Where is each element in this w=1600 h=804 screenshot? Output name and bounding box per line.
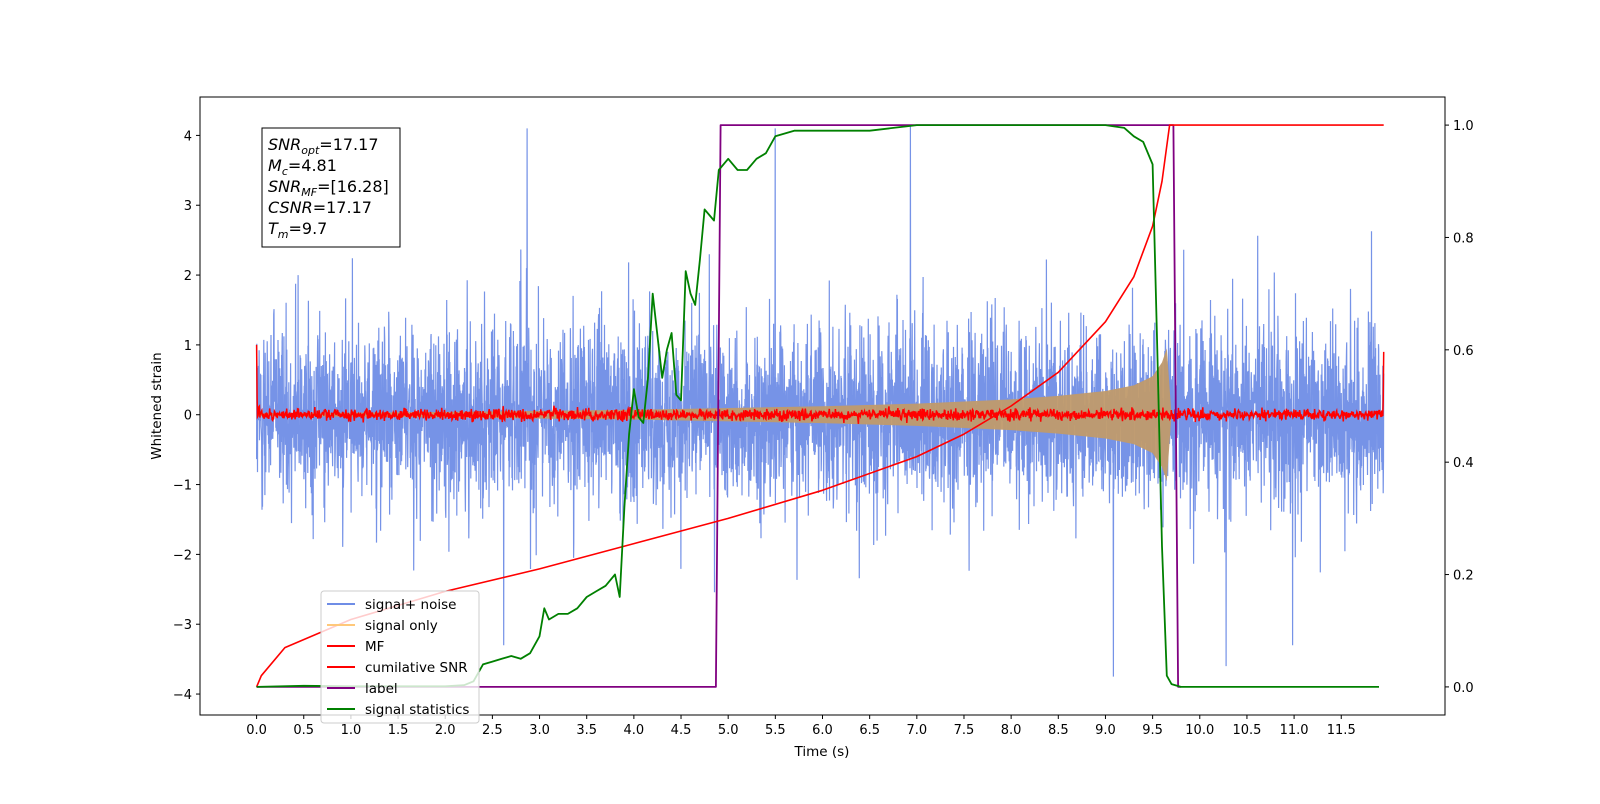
y-tick-label: 2 <box>184 269 192 284</box>
x-tick-label: 9.0 <box>1095 723 1116 738</box>
x-tick-label: 7.5 <box>954 723 975 738</box>
annotation-line: SNRopt=17.17 <box>268 135 379 157</box>
x-tick-label: 0.0 <box>246 723 267 738</box>
axes-layer: 0.0 0.5 1.0 1.5 2.0 2.5 3.0 3.5 4.0 4.5 5.0 5.5 6.0 6… <box>173 119 1474 738</box>
x-tick-label: 8.5 <box>1048 723 1069 738</box>
legend: signal+ noise signal only MF cumilative SNR… <box>320 590 480 724</box>
x-tick-label: 0.5 <box>293 723 314 738</box>
y-tick-label: 0 <box>184 409 192 424</box>
x-tick-label: 1.5 <box>388 723 409 738</box>
x-tick-label: 5.5 <box>765 723 786 738</box>
y2-tick-label: 0.6 <box>1453 344 1474 359</box>
x-tick-label: 3.0 <box>529 723 550 738</box>
x-axis-label: Time (s) <box>794 744 850 760</box>
y2-tick-label: 0.8 <box>1453 231 1474 246</box>
x-tick-label: 6.5 <box>859 723 880 738</box>
y-tick-label: 3 <box>184 199 192 214</box>
y-tick-label: −3 <box>173 618 192 633</box>
x-tick-label: 4.0 <box>624 723 645 738</box>
annotation-frame <box>261 127 401 248</box>
annotation-line: Tm=9.7 <box>268 219 327 241</box>
y-tick-label: 4 <box>184 129 192 144</box>
x-tick-label: 7.0 <box>906 723 927 738</box>
x-tick-label: 5.0 <box>718 723 739 738</box>
x-tick-label: 6.0 <box>812 723 833 738</box>
y-tick-label: −1 <box>173 479 192 494</box>
x-tick-label: 8.0 <box>1001 723 1022 738</box>
annotation-line: SNRMF=[16.28] <box>268 177 389 199</box>
x-tick-label: 2.5 <box>482 723 503 738</box>
legend-label: MF <box>365 639 384 655</box>
x-tick-label: 9.5 <box>1142 723 1163 738</box>
series-mf <box>255 344 1385 424</box>
x-tick-label: 2.0 <box>435 723 456 738</box>
legend-label: signal+ noise <box>365 597 456 613</box>
y-tick-label: −2 <box>173 548 192 563</box>
legend-label: cumilative SNR <box>365 660 468 676</box>
y2-tick-label: 1.0 <box>1453 119 1474 134</box>
x-tick-label: 11.0 <box>1280 723 1309 738</box>
y2-tick-label: 0.0 <box>1453 681 1474 696</box>
y-tick-label: −4 <box>173 688 192 703</box>
x-tick-label: 10.0 <box>1185 723 1214 738</box>
legend-label: signal statistics <box>365 702 469 718</box>
x-tick-label: 1.0 <box>341 723 362 738</box>
y2-tick-label: 0.4 <box>1453 456 1474 471</box>
x-tick-label: 11.5 <box>1327 723 1356 738</box>
y2-tick-label: 0.2 <box>1453 569 1474 584</box>
series-signal-statistics <box>256 124 1379 688</box>
x-tick-label: 10.5 <box>1232 723 1261 738</box>
x-tick-label: 4.5 <box>671 723 692 738</box>
legend-frame <box>320 590 480 724</box>
y-tick-label: 1 <box>184 339 192 354</box>
y-axis-label: Whitened strain <box>149 352 165 459</box>
annotation-line: CSNR=17.17 <box>268 198 372 217</box>
series-layer <box>255 124 1385 688</box>
x-tick-label: 3.5 <box>576 723 597 738</box>
legend-label: signal only <box>365 618 438 634</box>
annotation-line: Mc=4.81 <box>268 156 337 178</box>
annotation-box: SNRopt=17.17Mc=4.81SNRMF=[16.28]CSNR=17.… <box>261 127 401 248</box>
legend-label: label <box>365 681 398 697</box>
